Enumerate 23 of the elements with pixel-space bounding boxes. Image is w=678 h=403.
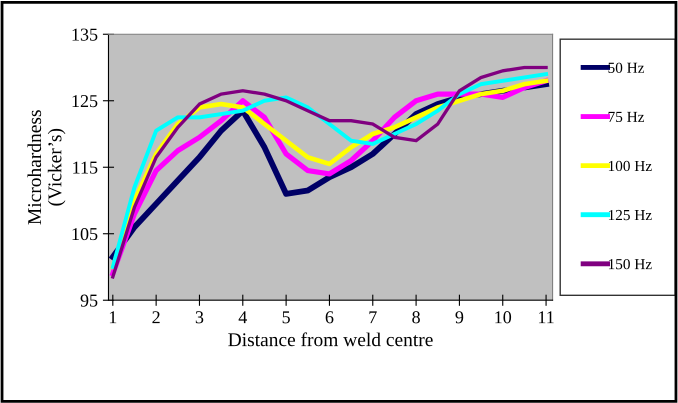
x-tick-label: 3	[196, 311, 204, 324]
x-tick-label: 7	[369, 311, 377, 324]
y-tick-label: 125	[72, 95, 98, 108]
y-tick-label: 105	[72, 228, 98, 240]
legend-label: 100 Hz	[608, 160, 652, 172]
x-tick-label: 4	[238, 311, 248, 324]
legend-label: 150 Hz	[608, 258, 652, 270]
legend-label: 50 Hz	[608, 62, 644, 73]
y-axis-title: Microhardness (Vicker’s)	[27, 110, 66, 224]
y-tick-label: 115	[73, 162, 98, 174]
x-tick-label: 5	[282, 311, 290, 324]
x-tick-label: 10	[495, 311, 512, 324]
x-axis-title: Distance from weld centre	[228, 332, 433, 346]
y-tick-label: 95	[80, 294, 98, 307]
x-tick-label: 8	[412, 311, 420, 324]
x-tick-label: 6	[326, 311, 334, 324]
x-tick-label: 2	[152, 311, 160, 324]
x-tick-label: 1	[110, 311, 116, 324]
y-tick-label: 135	[72, 28, 98, 41]
legend-label: 125 Hz	[608, 210, 652, 220]
x-tick-label: 9	[455, 311, 464, 324]
x-tick-label: 11	[538, 311, 554, 324]
legend-label: 75 Hz	[608, 112, 644, 122]
